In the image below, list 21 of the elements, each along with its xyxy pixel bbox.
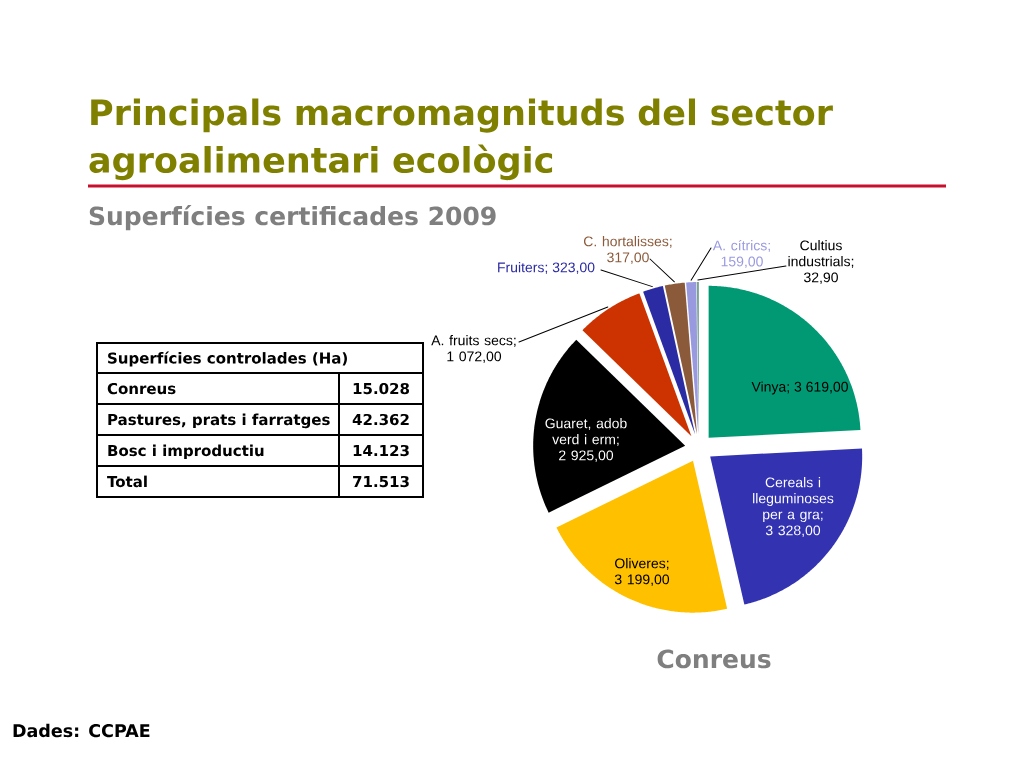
- text: Conreus: [657, 649, 771, 669]
- data-label: 71.513: [353, 475, 409, 488]
- data-label: 15.028: [353, 382, 410, 395]
- category-label: Total: [107, 475, 147, 488]
- category-label: Bosc i improductiu: [108, 444, 264, 460]
- data-label: A. cítrics; 159,00: [712, 239, 770, 269]
- text: Superfícies controlades (Ha): [108, 351, 347, 367]
- chart-subtitle: Superfícies certificades 2009: [89, 204, 496, 231]
- category-label: Conreus: [107, 382, 176, 395]
- data-label: Guaret, adob verd i erm; 2 925,00: [545, 418, 627, 462]
- data-label: 14.123: [353, 444, 409, 457]
- chart-title: Principals macromagnituds del sector agroalimentari ecològic: [89, 98, 833, 181]
- data-label: Vinya; 3 619,00: [751, 381, 848, 395]
- data-label: A. fruits secs; 1 072,00: [431, 335, 516, 363]
- category-label: Pastures, prats i farratges: [108, 413, 330, 429]
- text: Dades: CCPAE: [13, 723, 150, 738]
- data-label: Cultius industrials; 32,90: [788, 240, 854, 284]
- data-label: Cereals i lleguminoses per a gra; 3 328,00: [753, 477, 834, 537]
- data-label: Fruiters; 323,00: [498, 262, 595, 274]
- data-label: Oliveres; 3 199,00: [614, 558, 670, 586]
- data-label: 42.362: [352, 413, 409, 426]
